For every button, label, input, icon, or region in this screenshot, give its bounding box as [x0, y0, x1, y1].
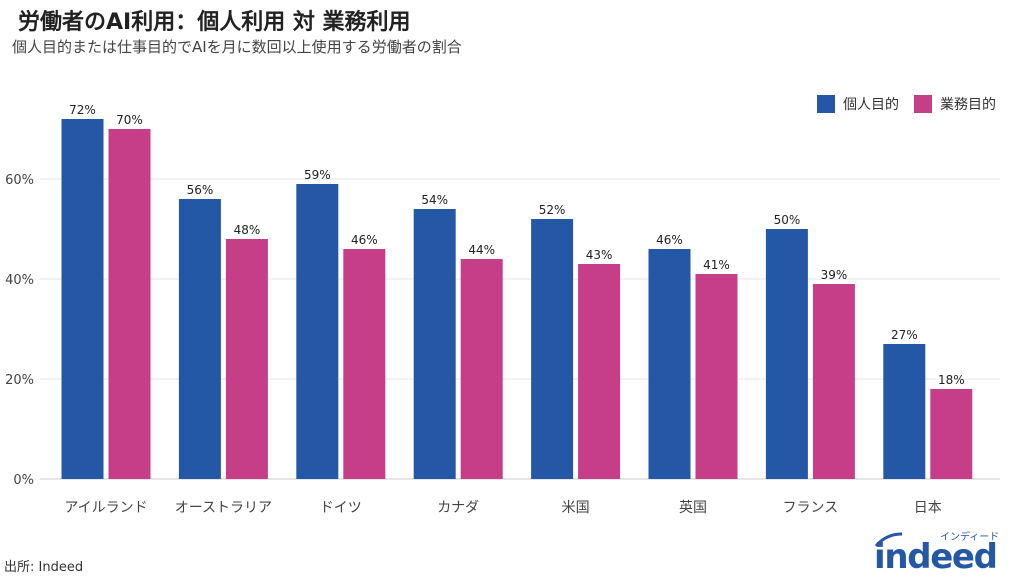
bar	[883, 344, 926, 479]
x-tick-label: ドイツ	[320, 500, 362, 516]
data-label: 52%	[539, 203, 566, 217]
data-label: 39%	[821, 268, 848, 282]
data-label: 50%	[774, 213, 801, 227]
legend-item-work: 業務目的	[914, 94, 996, 114]
svg-text:インディード: インディード	[940, 530, 999, 543]
data-label: 59%	[304, 168, 331, 182]
y-tick-label: 40%	[5, 273, 34, 288]
data-label: 41%	[703, 258, 730, 272]
data-label: 70%	[116, 113, 143, 127]
bar	[812, 284, 855, 479]
bar	[108, 129, 151, 479]
bar	[460, 259, 503, 479]
data-label: 44%	[468, 243, 495, 257]
y-tick-label: 0%	[13, 473, 34, 488]
data-label: 72%	[69, 103, 96, 117]
x-tick-label: カナダ	[437, 500, 479, 516]
bar	[61, 119, 104, 479]
data-label: 27%	[891, 328, 918, 342]
bar	[343, 249, 386, 479]
legend-item-personal: 個人目的	[817, 94, 899, 114]
bar	[413, 209, 456, 479]
y-tick-label: 60%	[5, 173, 34, 188]
data-label: 56%	[187, 183, 214, 197]
bar	[178, 199, 221, 479]
svg-text:indeed: indeed	[874, 537, 998, 574]
data-label: 18%	[938, 373, 965, 387]
data-label: 46%	[656, 233, 683, 247]
bar	[930, 389, 973, 479]
legend-label: 業務目的	[940, 97, 996, 113]
chart-subtitle: 個人目的または仕事目的でAIを月に数回以上使用する労働者の割合	[12, 38, 462, 56]
x-tick-label: 英国	[679, 499, 707, 516]
bar	[765, 229, 808, 479]
legend-swatch	[914, 95, 932, 113]
indeed-logo: インディード indeed	[874, 530, 999, 574]
bar	[578, 264, 621, 479]
bar	[695, 274, 738, 479]
source-note: 出所: Indeed	[4, 560, 84, 575]
x-tick-label: 日本	[914, 500, 942, 516]
chart-title: 労働者のAI利用：個人利用 対 業務利用	[18, 10, 411, 35]
x-tick-label: オーストラリア	[175, 500, 272, 516]
data-label: 46%	[351, 233, 378, 247]
legend-label: 個人目的	[843, 97, 899, 113]
x-tick-label: 米国	[562, 500, 590, 516]
data-label: 48%	[234, 223, 261, 237]
bar	[648, 249, 691, 479]
x-tick-label: アイルランド	[64, 500, 147, 516]
y-tick-label: 20%	[5, 373, 34, 388]
bar	[531, 219, 574, 479]
x-tick-label: フランス	[783, 500, 839, 516]
data-label: 54%	[421, 193, 448, 207]
bar	[296, 184, 339, 479]
legend-swatch	[817, 95, 835, 113]
bar	[225, 239, 268, 479]
data-label: 43%	[586, 248, 613, 262]
